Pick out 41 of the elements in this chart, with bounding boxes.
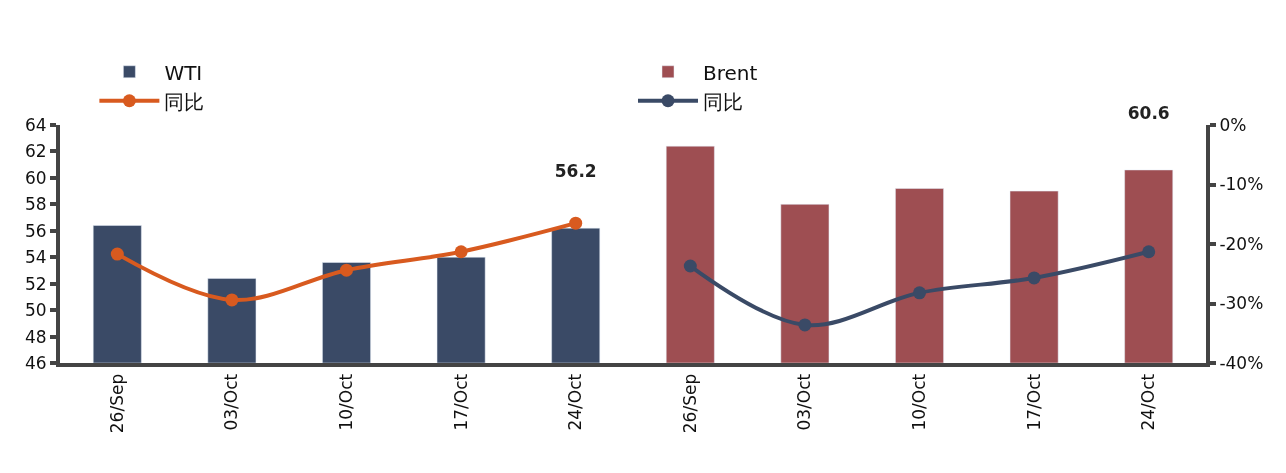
y2-tick-label: 0%: [1219, 114, 1247, 135]
x-tick-label: 26/Sep: [106, 373, 127, 434]
x-tick-label: 17/Oct: [450, 373, 471, 431]
x-tick-label: 10/Oct: [909, 373, 930, 431]
point: [798, 318, 812, 332]
y2-tick-label: -40%: [1219, 352, 1264, 373]
x-tick-label: 10/Oct: [336, 373, 357, 431]
point: [569, 216, 583, 230]
legend-label: 同比: [164, 89, 205, 114]
y-tick-label: 62: [24, 141, 47, 162]
y2-tick-label: -30%: [1219, 293, 1264, 314]
data-label: 60.6: [1127, 102, 1170, 123]
legend-label: Brent: [703, 60, 758, 85]
data-label: 56.2: [554, 160, 597, 181]
legend-label: 同比: [703, 89, 743, 114]
x-tick-label: 26/Sep: [679, 373, 700, 434]
y-tick-label: 48: [24, 326, 47, 347]
x-tick-label: 17/Oct: [1023, 373, 1044, 431]
y-tick-label: 52: [24, 273, 47, 294]
x-tick-label: 24/Oct: [565, 373, 586, 431]
point: [683, 259, 697, 273]
y-tick-label: 60: [24, 167, 47, 188]
point: [225, 293, 239, 307]
y-tick-label: 46: [24, 352, 47, 373]
legend-label: WTI: [164, 60, 203, 85]
x-tick-label: 03/Oct: [221, 373, 242, 431]
x-tick-label: 03/Oct: [794, 373, 815, 431]
point: [340, 263, 353, 277]
y-tick-label: 56: [24, 220, 47, 241]
y2-tick-label: -10%: [1219, 174, 1264, 195]
point: [110, 247, 124, 261]
y-tick-label: 54: [24, 247, 47, 268]
x-tick-label: 24/Oct: [1138, 373, 1159, 431]
point: [454, 245, 468, 259]
point: [1027, 271, 1041, 285]
point: [913, 286, 926, 300]
y2-tick-label: -20%: [1219, 233, 1264, 254]
y-tick-label: 64: [24, 114, 47, 135]
y-tick-label: 50: [24, 300, 47, 321]
point: [1142, 245, 1156, 259]
y-tick-label: 58: [24, 194, 47, 215]
